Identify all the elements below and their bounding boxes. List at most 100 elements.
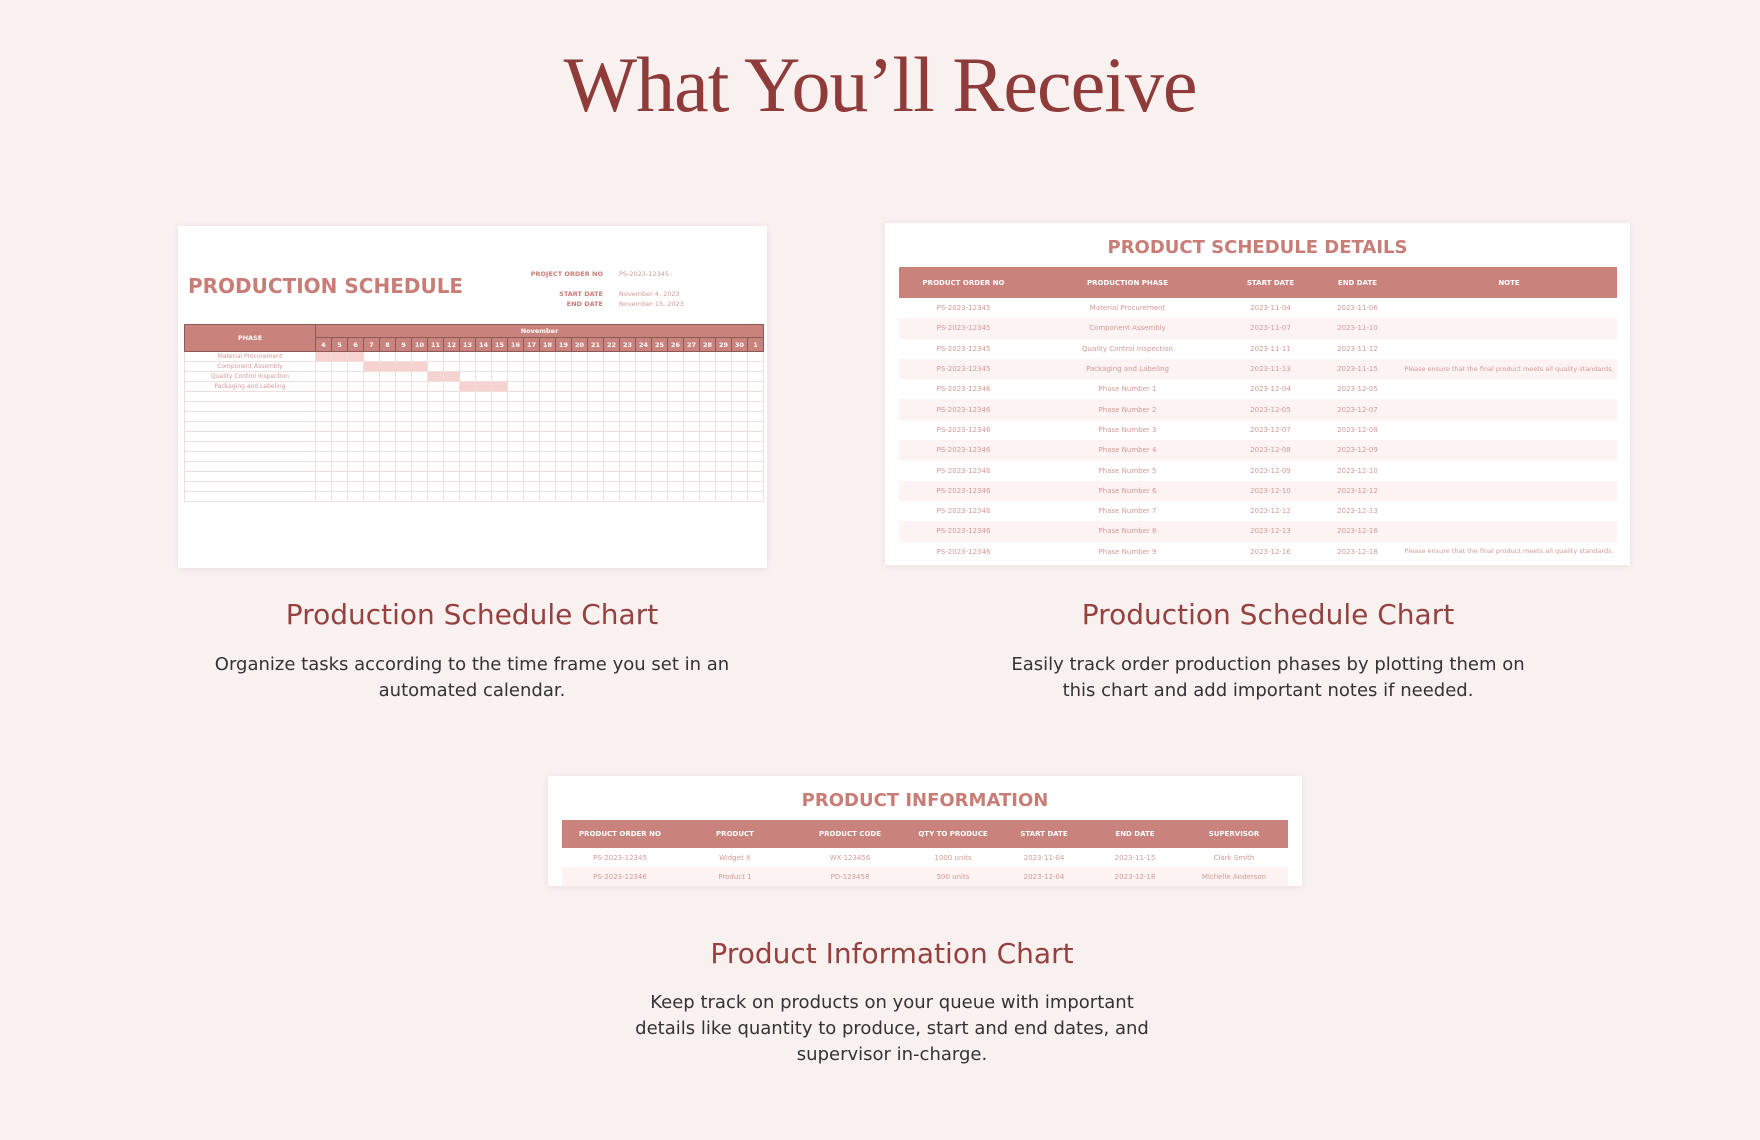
day-cell [619,421,636,432]
field-value: November 4, 2023 [619,290,680,298]
gantt-bar-cell [363,361,380,372]
day-cell [635,351,652,362]
day-cell [539,461,556,472]
phase-cell: Component Assembly [184,361,316,372]
table-cell: 500 units [908,867,998,886]
day-cell [491,481,508,492]
column-header: PRODUCT ORDER NO [562,820,678,848]
table-cell [1401,460,1617,480]
day-cell [539,471,556,482]
day-cell [427,351,444,362]
table-cell: 2023-11-12 [1337,344,1378,353]
day-cell [507,401,524,412]
day-cell [411,441,428,452]
table-cell: PS-2023-12346 [936,425,991,434]
day-header: 23 [619,337,636,352]
day-cell [379,381,396,392]
table-cell: Please ensure that the final product mee… [1404,547,1614,556]
header-row: PRODUCT ORDER NO PRODUCTION PHASE START DA… [899,267,1617,298]
table-cell: PS-2023-12346 [562,867,678,886]
day-cell [651,371,668,382]
day-cell [539,431,556,442]
day-header: 5 [331,337,348,352]
day-cell [619,381,636,392]
day-cell [459,411,476,422]
day-cell [587,411,604,422]
table-cell: 2023-12-16 [1314,521,1401,542]
day-cell [699,421,716,432]
day-cell [443,401,460,412]
day-cell [667,461,684,472]
day-cell [699,441,716,452]
day-cell [347,401,364,412]
day-header: 7 [363,337,380,352]
day-cell [363,431,380,442]
day-cell [731,451,748,462]
day-header: 10 [411,337,428,352]
gantt-row: Packaging and Labeling [184,381,764,392]
day-cell [315,441,332,452]
day-cell [347,371,364,382]
gantt-row [184,401,764,412]
header-row: PRODUCT ORDER NO PRODUCT PRODUCT CODE QTY T… [562,820,1288,848]
table-row: PS-2023-12346 Phase Number 1 2023-12-04 202… [899,379,1617,399]
day-cell [395,461,412,472]
table-row: PS-2023-12346 Product 1 PD-123458 500 units… [562,867,1288,886]
day-cell [731,391,748,402]
day-cell [315,411,332,422]
day-cell [555,461,572,472]
day-cell [507,351,524,362]
table-cell: 2023-12-10 [1337,466,1378,475]
day-cell [491,471,508,482]
day-cell [555,351,572,362]
table-cell [1401,318,1617,339]
day-cell [363,411,380,422]
day-cell [411,411,428,422]
table-cell: WX-123456 [829,853,871,862]
day-cell [475,431,492,442]
phase-cell [184,471,316,482]
day-cell [587,391,604,402]
details-preview: PRODUCT SCHEDULE DETAILS PRODUCT ORDER NO… [885,223,1630,565]
day-cell [491,491,508,502]
table-cell: PS-2023-12346 [936,507,991,516]
days-row: 4 5 6 7 8 9 10 11 12 13 14 15 16 17 18 19 20 21 22 23 24 25 26… [185,337,764,352]
day-cell [603,481,620,492]
day-cell [699,431,716,442]
day-cell [731,461,748,472]
table-cell: Component Assembly [1028,318,1227,339]
gantt-bar-cell [379,361,396,372]
day-cell [667,451,684,462]
day-cell [443,381,460,392]
day-header: 16 [507,337,524,352]
day-cell [747,361,764,372]
day-header: 9 [395,337,412,352]
day-cell [603,411,620,422]
column-header: PRODUCT [678,820,792,848]
day-cell [699,411,716,422]
day-cell [507,371,524,382]
day-cell [555,451,572,462]
phase-cell: Quality Control Inspection [184,371,316,382]
table-cell: 2023-12-05 [1227,399,1314,420]
day-cell [395,401,412,412]
day-cell [651,451,668,462]
day-cell [491,361,508,372]
day-cell [523,361,540,372]
day-cell [555,381,572,392]
day-cell [347,411,364,422]
day-cell [475,421,492,432]
phase-cell [184,411,316,422]
table-cell: 2023-12-13 [1227,521,1314,542]
day-cell [315,451,332,462]
table-cell: 2023-12-13 [1337,507,1378,516]
day-cell [731,381,748,392]
day-header: 6 [347,337,364,352]
column-header: NOTE [1401,267,1617,298]
day-cell [555,361,572,372]
day-cell [635,491,652,502]
table-cell: Phase Number 9 [1098,547,1157,556]
table-cell: Phase Number 1 [1098,385,1157,394]
day-cell [363,371,380,382]
day-cell [603,491,620,502]
